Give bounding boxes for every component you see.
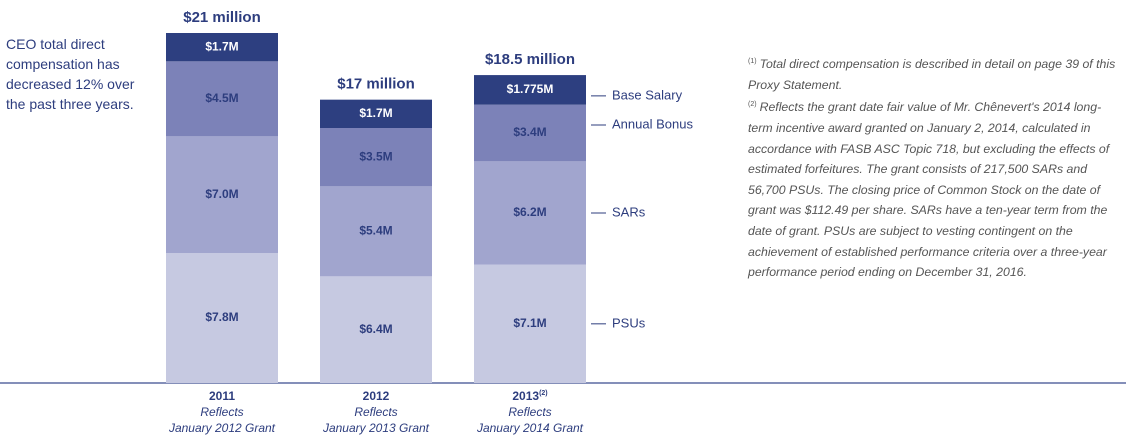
category-label: 2013(2) <box>512 389 547 403</box>
category-name: 2011 <box>209 389 235 403</box>
category-sublabel: Reflects <box>200 405 243 419</box>
legend-label: PSUs <box>612 315 646 330</box>
value-label: $7.8M <box>205 310 238 324</box>
footnote-text: Reflects the grant date fair value of Mr… <box>748 100 1110 280</box>
bar-segment <box>166 33 278 62</box>
legend-label: SARs <box>612 204 646 219</box>
footnote-marker: (1) <box>748 58 757 65</box>
legend-label: Annual Bonus <box>612 116 693 131</box>
value-label: $1.7M <box>205 39 238 53</box>
total-label: $18.5 million <box>485 51 575 68</box>
category-sublabel: Reflects <box>508 405 551 419</box>
bar-segment <box>474 264 586 383</box>
value-label: $3.5M <box>359 149 392 163</box>
footnote-text: Total direct compensation is described i… <box>748 57 1116 92</box>
value-label: $1.7M <box>359 106 392 120</box>
bar-segment <box>320 276 432 383</box>
bar-segment <box>320 186 432 277</box>
category-superscript: (2) <box>539 390 548 397</box>
total-label: $17 million <box>337 76 415 93</box>
bar-segment <box>474 161 586 265</box>
legend-label: Base Salary <box>612 87 683 102</box>
footnote: (2) Reflects the grant date fair value of… <box>748 95 1120 282</box>
bar-segment <box>166 61 278 137</box>
value-label: $4.5M <box>205 91 238 105</box>
bar-segment <box>166 136 278 253</box>
bar-segment <box>320 99 432 128</box>
value-label: $6.4M <box>359 322 392 336</box>
value-label: $7.1M <box>513 316 546 330</box>
category-sublabel: January 2013 Grant <box>322 421 430 435</box>
footnotes: (1) Total direct compensation is describe… <box>748 52 1120 283</box>
value-label: $5.4M <box>359 224 392 238</box>
category-label: 2011 <box>209 389 235 403</box>
value-label: $6.2M <box>513 205 546 219</box>
category-label: 2012 <box>363 389 390 403</box>
category-name: 2012 <box>363 389 390 403</box>
bar-segment <box>166 253 278 383</box>
category-sublabel: Reflects <box>354 405 397 419</box>
category-name: 2013 <box>512 389 539 403</box>
annotation: CEO total direct compensation has decrea… <box>6 36 135 112</box>
bar-segment <box>474 104 586 162</box>
footnote-marker: (2) <box>748 101 757 109</box>
bar-segment <box>474 75 586 105</box>
bar-segment <box>320 128 432 187</box>
value-label: $7.0M <box>205 187 238 201</box>
total-label: $21 million <box>183 9 261 26</box>
category-sublabel: January 2012 Grant <box>168 421 276 435</box>
value-label: $1.775M <box>507 82 554 96</box>
footnote: (1) Total direct compensation is describe… <box>748 52 1120 95</box>
value-label: $3.4M <box>513 125 546 139</box>
category-sublabel: January 2014 Grant <box>476 421 584 435</box>
